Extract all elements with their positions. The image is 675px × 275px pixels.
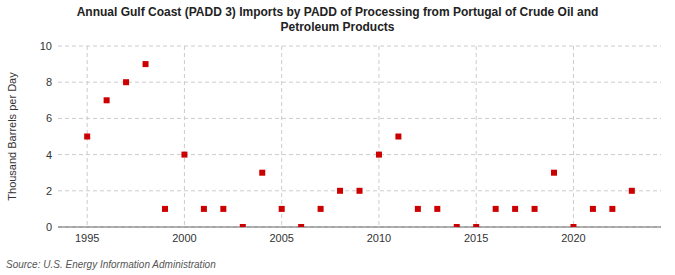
point — [220, 206, 226, 212]
x-tick-label: 2010 — [367, 232, 391, 244]
y-tick-label: 10 — [40, 40, 52, 52]
point — [590, 206, 596, 212]
x-grid-line — [378, 46, 379, 227]
x-tick-label: 1995 — [75, 232, 99, 244]
point — [376, 152, 382, 158]
x-grid-line — [184, 46, 185, 227]
point — [298, 224, 304, 227]
x-tick-label: 2020 — [561, 232, 585, 244]
point — [512, 206, 518, 212]
y-tick-label: 8 — [46, 76, 52, 88]
point — [532, 206, 538, 212]
point — [609, 206, 615, 212]
y-grid-line — [58, 154, 661, 155]
point — [415, 206, 421, 212]
point — [240, 224, 246, 227]
point — [493, 206, 499, 212]
point — [629, 188, 635, 194]
point — [570, 224, 576, 227]
y-tick-label: 2 — [46, 185, 52, 197]
x-grid-line — [573, 46, 574, 227]
y-grid-line — [58, 46, 661, 47]
y-axis-label: Thousand Barrels per Day — [6, 72, 18, 201]
point — [201, 206, 207, 212]
point — [454, 224, 460, 227]
x-tick-label: 2000 — [172, 232, 196, 244]
x-tick-label: 2005 — [269, 232, 293, 244]
points — [84, 61, 635, 227]
point — [279, 206, 285, 212]
point — [357, 188, 363, 194]
point — [123, 79, 129, 85]
grid — [58, 46, 661, 227]
y-grid-line — [58, 82, 661, 83]
y-tick-label: 0 — [46, 221, 52, 233]
x-grid-line — [281, 46, 282, 227]
point — [84, 134, 90, 140]
point — [318, 206, 324, 212]
point — [162, 206, 168, 212]
point — [434, 206, 440, 212]
point — [104, 97, 110, 103]
point — [143, 61, 149, 67]
point — [181, 152, 187, 158]
title: Annual Gulf Coast (PADD 3) Imports by PA… — [77, 5, 599, 34]
chart: Annual Gulf Coast (PADD 3) Imports by PA… — [0, 0, 675, 275]
point — [337, 188, 343, 194]
source-note: Source: U.S. Energy Information Administ… — [6, 259, 216, 270]
x-tick-label: 2015 — [464, 232, 488, 244]
y-tick-label: 4 — [46, 149, 52, 161]
point — [259, 170, 265, 176]
x-grid-line — [476, 46, 477, 227]
point — [395, 134, 401, 140]
y-tick-label: 6 — [46, 112, 52, 124]
point — [551, 170, 557, 176]
y-grid-line — [58, 118, 661, 119]
point — [473, 224, 479, 227]
